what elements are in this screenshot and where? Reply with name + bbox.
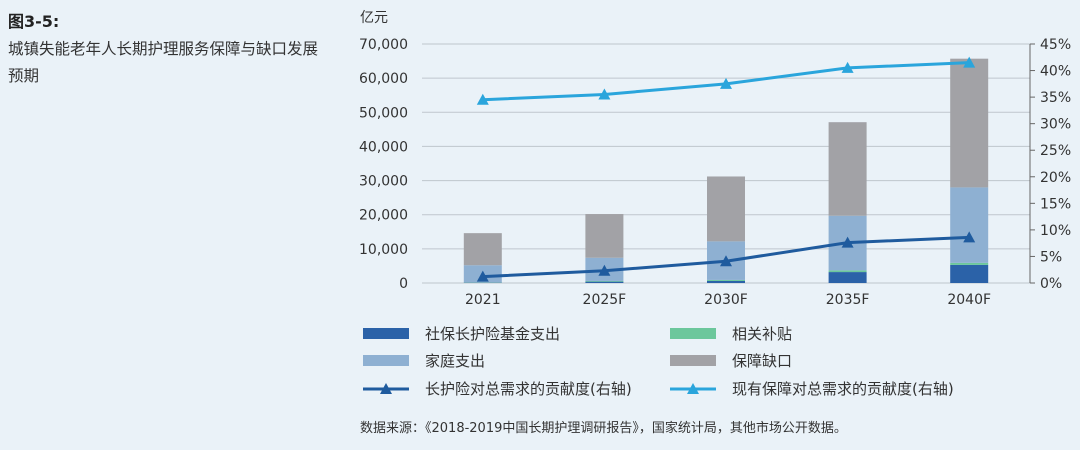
data-source-note: 数据来源：《2018-2019中国长期护理调研报告》，国家统计局，其他市场公开数… — [360, 421, 847, 436]
line-marker — [963, 231, 976, 243]
line-marker — [963, 56, 976, 68]
y2-tick-label: 20% — [1040, 170, 1071, 186]
y2-tick-label: 25% — [1040, 143, 1071, 159]
bar-segment — [950, 262, 989, 265]
y2-tick-label: 10% — [1040, 223, 1071, 239]
y-tick-label: 30,000 — [359, 174, 408, 190]
y-tick-label: 70,000 — [359, 37, 408, 53]
y-tick-label: 10,000 — [359, 242, 408, 258]
figure-title: 城镇失能老年人长期护理服务保障与缺口发展预期 — [8, 40, 319, 85]
y2-tick-label: 40% — [1040, 64, 1071, 80]
y2-tick-label: 0% — [1040, 276, 1062, 292]
line-marker — [476, 93, 489, 105]
line-marker — [720, 77, 732, 89]
bar-segment — [828, 272, 867, 283]
line-marker — [598, 264, 611, 276]
y-axis-unit: 亿元 — [360, 10, 388, 26]
legend-swatch — [363, 328, 409, 339]
x-tick-label: 2025F — [583, 292, 627, 308]
x-tick-label: 2040F — [947, 292, 991, 308]
bar-segment — [950, 187, 989, 263]
y2-tick-label: 15% — [1040, 196, 1071, 212]
bar-segment — [950, 58, 989, 188]
legend-label: 现有保障对总需求的贡献度(右轴) — [732, 380, 954, 398]
legend-marker — [380, 383, 392, 394]
legend-label: 相关补贴 — [732, 325, 792, 343]
x-tick-label: 2035F — [826, 292, 870, 308]
bar-segment — [828, 122, 867, 216]
y2-tick-label: 45% — [1040, 37, 1071, 53]
line-marker — [476, 270, 489, 282]
legend-swatch — [670, 328, 716, 339]
legend-label: 社保长护险基金支出 — [425, 325, 560, 343]
line-marker — [841, 236, 854, 248]
bar-segment — [585, 280, 624, 282]
bar-segment — [585, 214, 624, 258]
y2-tick-label: 35% — [1040, 90, 1071, 106]
bar-segment — [707, 280, 745, 283]
bar-segment — [950, 264, 989, 283]
bar-segment — [585, 281, 624, 283]
y-tick-label: 0 — [399, 276, 408, 292]
bar-segment — [828, 270, 867, 273]
bar-segment — [707, 176, 745, 242]
y2-tick-label: 5% — [1040, 249, 1062, 265]
line-marker — [598, 88, 611, 100]
legend-label: 保障缺口 — [732, 352, 792, 370]
legend-label: 家庭支出 — [425, 352, 485, 370]
x-tick-label: 2030F — [704, 292, 748, 308]
y-tick-label: 60,000 — [359, 71, 408, 87]
legend-swatch — [670, 355, 716, 366]
line-marker — [841, 61, 854, 73]
y2-tick-label: 30% — [1040, 117, 1071, 133]
y-tick-label: 20,000 — [359, 208, 408, 224]
legend-swatch — [363, 355, 409, 366]
bar-segment — [707, 279, 745, 281]
bar-segment — [463, 233, 502, 266]
line-marker — [720, 255, 732, 267]
y-tick-label: 50,000 — [359, 105, 408, 121]
legend-marker — [687, 383, 699, 394]
legend-label: 长护险对总需求的贡献度(右轴) — [425, 380, 632, 398]
y-tick-label: 40,000 — [359, 139, 408, 155]
x-tick-label: 2021 — [465, 292, 501, 308]
figure-number: 图3-5: — [8, 12, 60, 31]
